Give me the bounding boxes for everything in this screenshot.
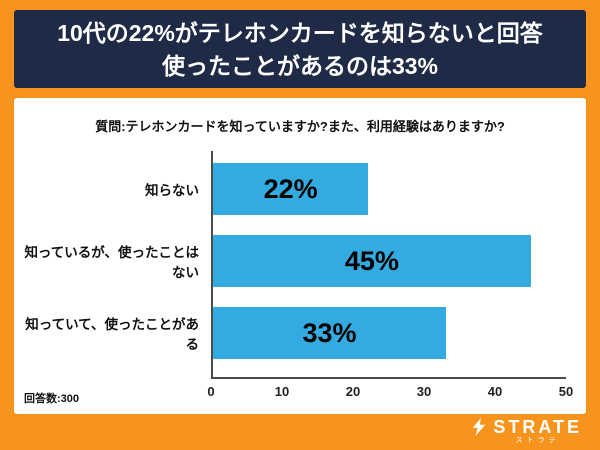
x-tick: 20 <box>345 384 361 399</box>
category-label: 知っていて、使ったことがある <box>25 317 199 352</box>
category-label: 知っているが、使ったことはない <box>24 245 199 280</box>
respondents-count: 回答数:300 <box>24 393 80 405</box>
plot-area: 22% 45% 33% <box>211 151 566 379</box>
value-label: 45% <box>344 245 399 276</box>
value-label: 22% <box>263 173 318 204</box>
strate-logo: STRATE ストラテ <box>470 417 582 445</box>
strate-logo-subtext: ストラテ <box>515 437 560 444</box>
bar-chart: 知らない 知っているが、使ったことはない 知っていて、使ったことがある 22% … <box>14 151 586 379</box>
strate-logo-textblock: STRATE ストラテ <box>493 417 582 445</box>
headline-line1: 10代の22%がテレホンカードを知らないと回答 <box>57 20 543 46</box>
x-tick: 10 <box>274 384 290 399</box>
chart-panel: 質問:テレホンカードを知っていますか?また、利用経験はありますか? 知らない 知… <box>14 98 586 414</box>
value-label: 33% <box>302 317 357 348</box>
strate-logo-icon <box>473 418 486 436</box>
category-label: 知らない <box>145 183 199 198</box>
category-labels: 知らない 知っているが、使ったことはない 知っていて、使ったことがある <box>14 151 211 379</box>
bar: 22% <box>213 163 369 215</box>
x-tick: 0 <box>207 384 215 399</box>
x-tick: 40 <box>487 384 503 399</box>
headline-line2: 使ったことがあるのは33% <box>161 53 439 79</box>
bar: 45% <box>213 235 531 287</box>
bar: 33% <box>213 307 446 359</box>
strate-logo-text: STRATE <box>493 417 582 437</box>
x-tick: 50 <box>558 384 574 399</box>
x-tick: 30 <box>416 384 432 399</box>
x-axis: 0 10 20 30 40 50 <box>207 379 573 403</box>
chart-question: 質問:テレホンカードを知っていますか?また、利用経験はありますか? <box>95 119 505 134</box>
headline-banner: 10代の22%がテレホンカードを知らないと回答 使ったことがあるのは33% <box>14 10 586 88</box>
